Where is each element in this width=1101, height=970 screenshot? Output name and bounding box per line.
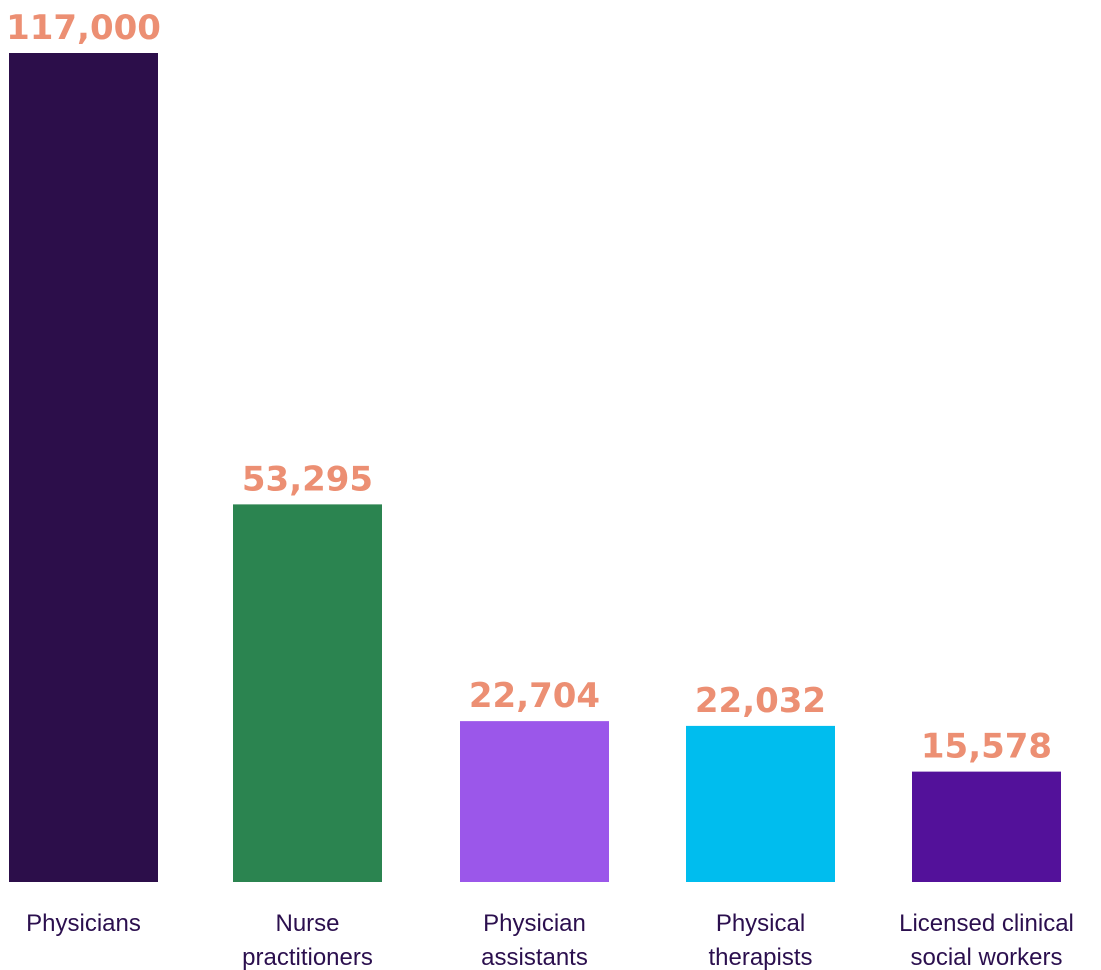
bar-3 [460, 721, 609, 882]
category-label-2: Nurse practitioners [242, 910, 373, 970]
category-labels-group: Physicians Nurse practitioners Physician ass… [26, 910, 1074, 970]
bar-2 [233, 504, 382, 882]
category-label-3: Physician assistants [481, 910, 588, 970]
category-label-line: practitioners [242, 944, 373, 970]
category-label-line: Physicians [26, 910, 141, 937]
category-label-line: therapists [708, 944, 812, 970]
category-label-line: Physician [483, 910, 586, 937]
category-label-line: social workers [910, 944, 1062, 970]
value-label-3: 22,704 [469, 676, 600, 716]
category-label-line: Nurse [275, 910, 339, 937]
category-label-line: assistants [481, 944, 588, 970]
category-label-line: Physical [716, 910, 805, 937]
value-label-1: 117,000 [6, 8, 161, 48]
category-label-1: Physicians [26, 910, 141, 937]
bar-1 [9, 53, 158, 882]
bar-4 [686, 725, 835, 882]
value-label-2: 53,295 [242, 459, 373, 499]
category-label-line: Licensed clinical [899, 910, 1074, 937]
category-label-4: Physical therapists [708, 910, 812, 970]
bar-5 [912, 771, 1061, 882]
value-label-5: 15,578 [921, 727, 1052, 767]
bars-group [9, 53, 1061, 882]
category-label-5: Licensed clinical social workers [899, 910, 1074, 970]
value-label-4: 22,032 [695, 681, 826, 721]
value-labels-group: 117,000 53,295 22,704 22,032 15,578 [6, 8, 1052, 767]
